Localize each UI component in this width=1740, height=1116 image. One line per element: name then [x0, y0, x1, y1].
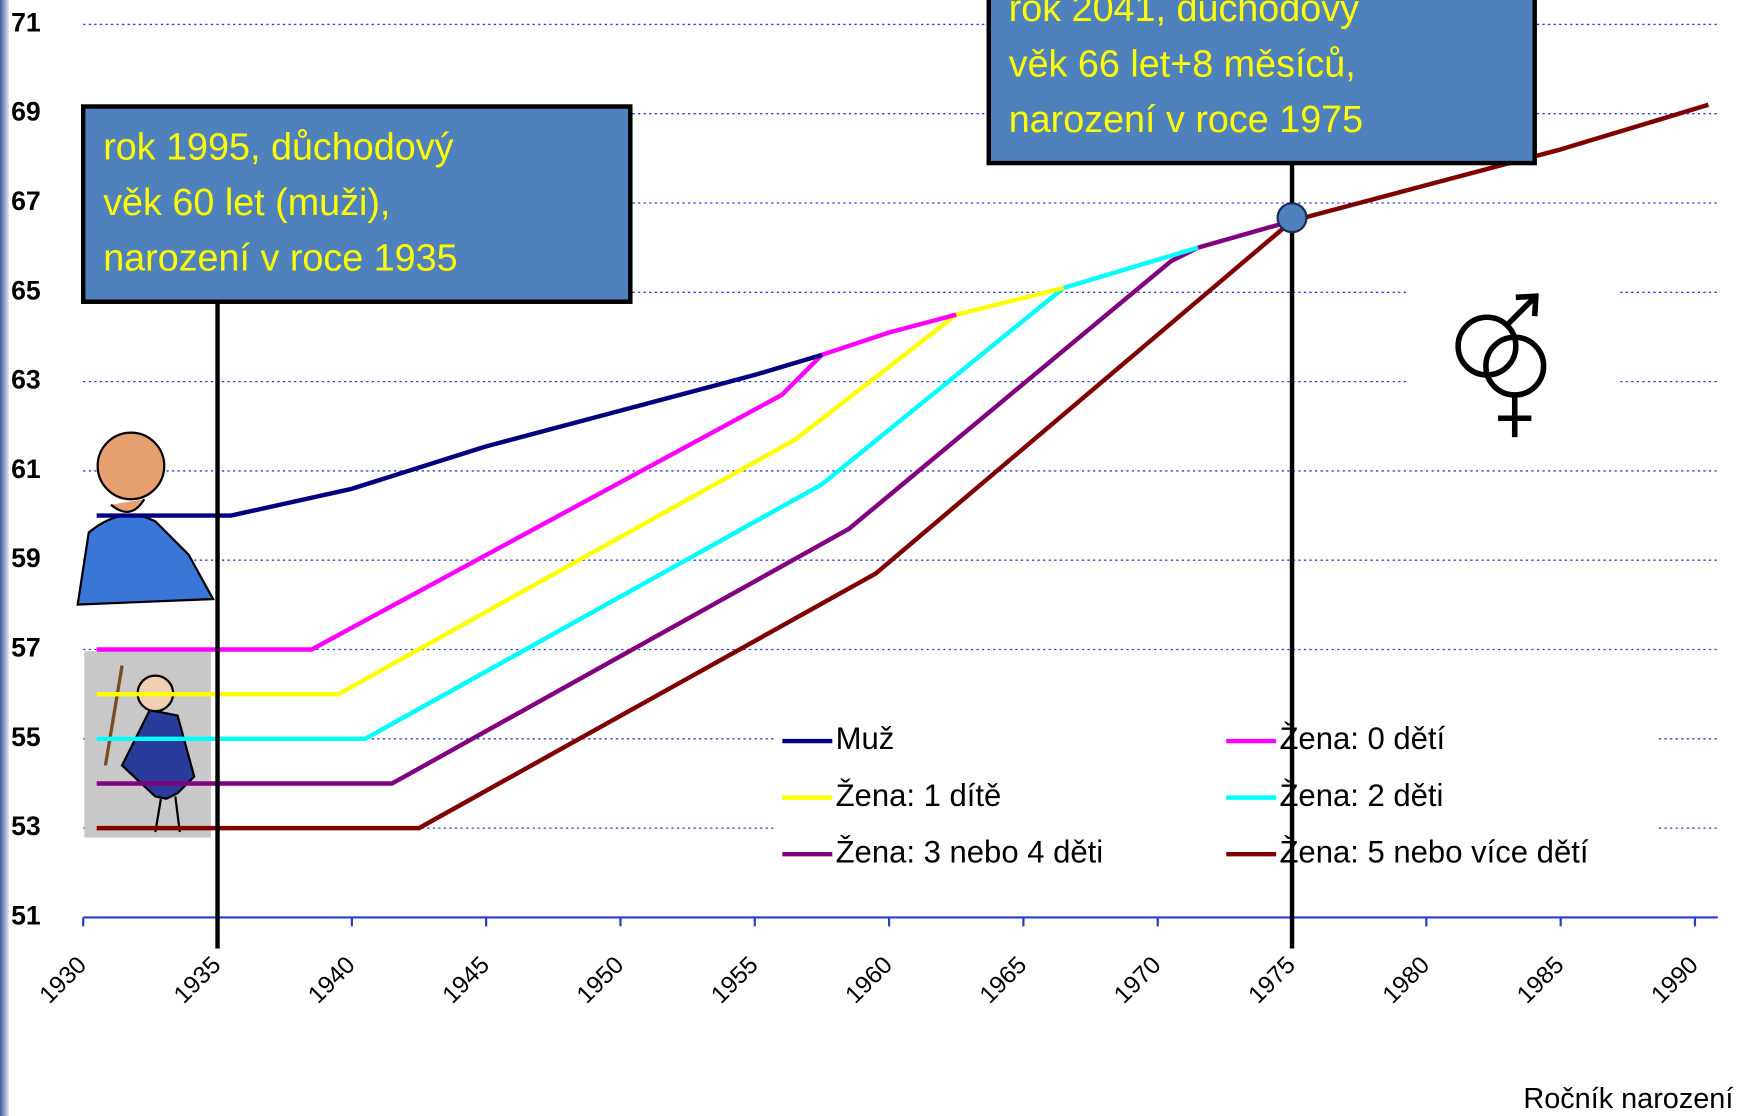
y-tick-label: 53 — [11, 811, 41, 841]
y-tick-label: 61 — [11, 454, 41, 484]
x-tick-label: 1990 — [1646, 952, 1703, 1009]
x-axis-title: Ročník narození — [1523, 1083, 1733, 1115]
slide-edge — [0, 0, 9, 1116]
y-tick-label: 57 — [11, 633, 41, 663]
x-tick-label: 1930 — [35, 952, 92, 1009]
woman-figure — [84, 651, 211, 837]
series-line — [97, 248, 1198, 739]
chart: Muž Žena: 0 dětí Žena: 1 dítě Žena: 2 děti Ž… — [0, 0, 1740, 1116]
legend-label: Muž — [836, 721, 895, 756]
y-tick-label: 59 — [11, 543, 41, 573]
annotation-text: rok 1995, důchodový — [103, 126, 453, 168]
annotation-text: rok 2041, důchodový — [1009, 0, 1359, 29]
annotation-text: věk 66 let+8 měsíců, — [1009, 43, 1356, 85]
y-tick-label: 65 — [11, 275, 41, 305]
annotation-text: narození v roce 1935 — [103, 237, 457, 279]
y-tick-label: 55 — [11, 722, 41, 752]
legend-label: Žena: 3 nebo 4 děti — [836, 834, 1104, 869]
legend-label: Žena: 0 dětí — [1279, 721, 1445, 756]
series-line — [97, 221, 1292, 784]
x-tick-label: 1950 — [572, 952, 629, 1009]
x-tick-label: 1965 — [975, 952, 1032, 1009]
y-tick-label: 67 — [11, 186, 41, 216]
x-tick-label: 1985 — [1512, 952, 1569, 1009]
y-tick-label: 51 — [11, 900, 41, 930]
x-tick-label: 1955 — [706, 952, 763, 1009]
man-figure — [78, 433, 213, 605]
legend-label: Žena: 1 dítě — [836, 778, 1002, 813]
x-tick-label: 1945 — [437, 952, 494, 1009]
annotation-text: věk 60 let (muži), — [103, 181, 390, 223]
x-tick-label: 1935 — [169, 952, 226, 1009]
series-line — [97, 355, 822, 516]
y-tick-label: 71 — [11, 7, 41, 37]
y-tick-label: 63 — [11, 365, 41, 395]
highlight-point — [1278, 203, 1307, 232]
legend-label: Žena: 5 nebo více dětí — [1279, 834, 1588, 869]
x-tick-label: 1970 — [1109, 952, 1166, 1009]
annotation-text: narození v roce 1975 — [1009, 98, 1363, 140]
page: {"chart_data": { "type": "line", "x_labe… — [0, 0, 1740, 1116]
x-tick-label: 1975 — [1243, 952, 1300, 1009]
x-tick-label: 1960 — [840, 952, 897, 1009]
legend-label: Žena: 2 děti — [1279, 778, 1443, 813]
x-tick-label: 1980 — [1378, 952, 1435, 1009]
y-tick-label: 69 — [11, 97, 41, 127]
x-tick-label: 1940 — [303, 952, 360, 1009]
series-line — [97, 288, 1064, 694]
